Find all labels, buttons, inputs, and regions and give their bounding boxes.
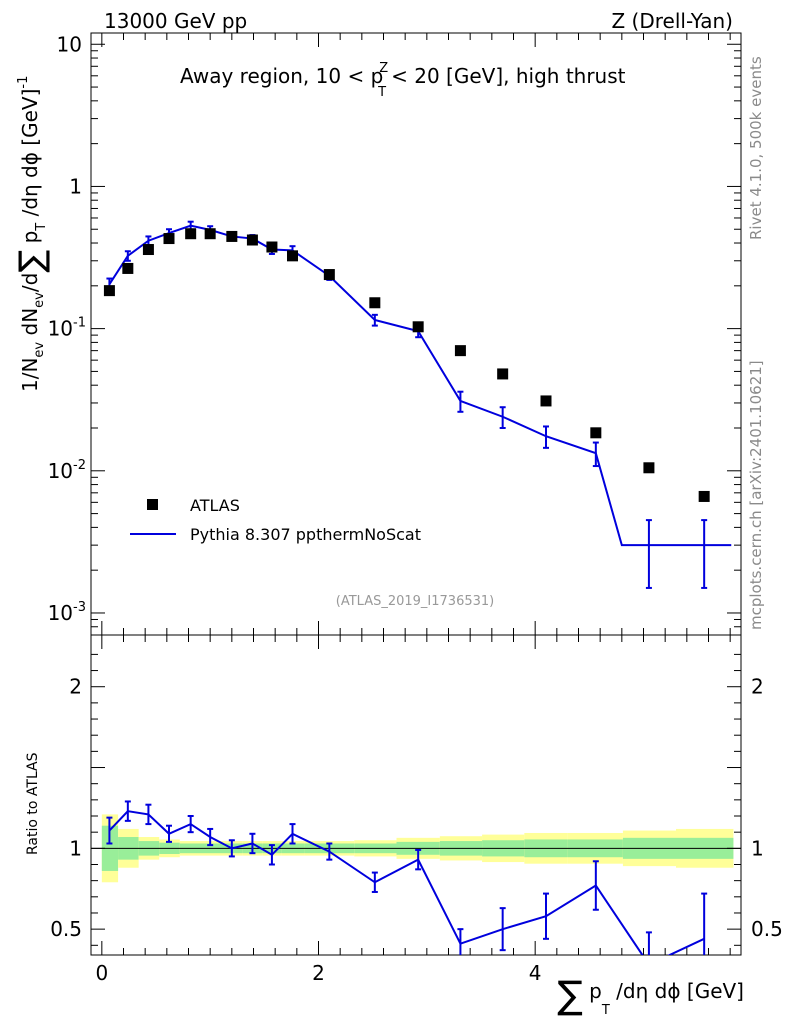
data-point — [454, 345, 466, 357]
data-point — [204, 228, 216, 240]
side-label-bottom: mcplots.cern.ch [arXiv:2401.10621] — [747, 360, 765, 630]
data-series-main — [103, 228, 710, 502]
data-point — [266, 241, 278, 253]
ratio-y-axis-label: Ratio to ATLAS — [25, 752, 41, 855]
ratio-y-tick-label-left: 0.5 — [50, 917, 82, 941]
main-y-axis-label: 1/Nev dNev/d∑ pT /dη dϕ [GeV]-1 — [12, 76, 52, 392]
main-y-tick-label: 10-3 — [48, 600, 86, 625]
main-y-tick-label: 10-2 — [48, 458, 86, 483]
data-point — [369, 297, 381, 309]
legend: ATLAS Pythia 8.307 ppthermNoScat — [130, 496, 421, 544]
side-label-top: Rivet 4.1.0, 500k events — [747, 56, 765, 240]
data-point — [287, 250, 298, 262]
data-point — [142, 244, 154, 256]
data-point — [163, 233, 175, 245]
plot-title-sub: T — [377, 85, 386, 100]
header-right: Z (Drell-Yan) — [611, 9, 733, 33]
ratio-y-tick-label-right: 0.5 — [751, 917, 783, 941]
tick-labels: 10 1 10-1 10-2 10-3 0.5 0.5 1 1 2 2 0 2 4 — [48, 32, 783, 985]
ratio-y-tick-label-right: 1 — [751, 836, 764, 860]
x-axis-label: ∑ pT /dη dϕ [GeV] — [557, 973, 744, 1018]
data-point — [590, 427, 602, 439]
data-point — [323, 269, 335, 281]
plot-title-sup: Z — [379, 61, 388, 76]
legend-marker-data — [147, 499, 158, 510]
legend-label: Pythia 8.307 ppthermNoScat — [190, 525, 421, 544]
data-point — [246, 234, 258, 246]
main-y-tick-label: 10 — [57, 32, 82, 56]
mc-series-ratio — [106, 800, 708, 955]
legend-label: ATLAS — [190, 496, 240, 515]
x-tick-label: 4 — [529, 961, 542, 985]
data-point — [497, 368, 509, 380]
data-point — [540, 395, 552, 407]
data-point — [122, 262, 134, 274]
main-y-tick-label: 1 — [69, 174, 82, 198]
main-y-tick-label: 10-1 — [48, 316, 86, 341]
data-point — [643, 462, 655, 474]
ratio-y-tick-label-left: 1 — [69, 836, 82, 860]
data-point — [103, 285, 115, 297]
ratio-y-tick-label-right: 2 — [751, 675, 764, 699]
data-point — [226, 230, 238, 242]
data-point — [185, 228, 197, 240]
data-point — [698, 490, 710, 502]
data-point — [412, 321, 424, 333]
plot-title-rest: < 20 [GeV], high thrust — [391, 64, 626, 88]
axis-ticks — [91, 33, 741, 955]
header-left: 13000 GeV pp — [104, 9, 247, 33]
plot-title: Away region, 10 < pZ T < 20 [GeV], high th… — [180, 61, 626, 100]
plot-title-main: Away region, 10 < p — [180, 64, 383, 88]
x-tick-label: 0 — [95, 961, 108, 985]
x-tick-label: 2 — [312, 961, 325, 985]
mc-ratio-clipped — [106, 800, 708, 955]
ratio-y-tick-label-left: 2 — [69, 675, 82, 699]
ratio-plot-frame — [90, 634, 742, 956]
ratio-uncertainty-bands — [91, 814, 741, 883]
analysis-id: (ATLAS_2019_I1736531) — [336, 594, 494, 609]
